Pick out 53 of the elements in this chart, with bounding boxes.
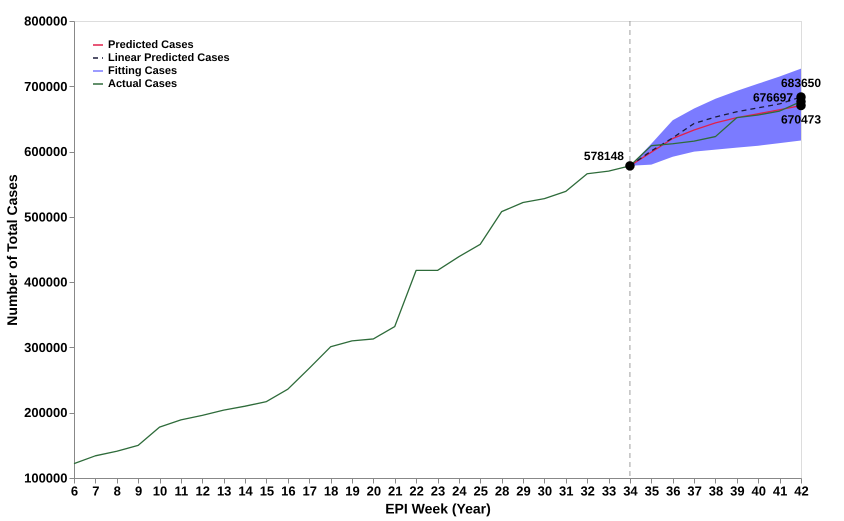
x-tick-label: 33 bbox=[602, 484, 616, 498]
x-tick-label: 22 bbox=[409, 484, 424, 498]
x-tick-label: 16 bbox=[281, 484, 296, 498]
y-axis-title: Number of Total Cases bbox=[4, 174, 20, 326]
legend-label: Predicted Cases bbox=[108, 39, 194, 51]
annotation: 578148 bbox=[584, 148, 624, 163]
legend-label: Fitting Cases bbox=[108, 65, 178, 77]
x-tick-label: 18 bbox=[324, 484, 338, 498]
y-tick-label: 400000 bbox=[24, 274, 68, 290]
x-tick-label: 36 bbox=[666, 484, 680, 498]
x-tick-label: 25 bbox=[474, 484, 488, 498]
x-tick-label: 29 bbox=[516, 484, 531, 498]
x-tick-label: 41 bbox=[772, 484, 788, 498]
x-tick-label: 39 bbox=[730, 484, 745, 498]
x-tick-label: 40 bbox=[752, 484, 766, 498]
x-tick-label: 10 bbox=[152, 484, 168, 498]
x-tick-label: 12 bbox=[196, 484, 210, 498]
x-tick-label: 31 bbox=[559, 484, 574, 498]
x-tick-label: 20 bbox=[366, 484, 382, 498]
x-tick-label: 11 bbox=[174, 484, 188, 498]
legend-label: Actual Cases bbox=[108, 78, 178, 90]
x-tick-label: 24 bbox=[452, 484, 468, 498]
x-tick-label: 23 bbox=[430, 484, 446, 498]
y-tick-label: 800000 bbox=[24, 14, 68, 28]
y-tick-label: 500000 bbox=[24, 209, 68, 224]
x-tick-label: 14 bbox=[238, 484, 254, 498]
x-tick-label: 19 bbox=[345, 484, 360, 498]
x-tick-label: 37 bbox=[687, 484, 702, 498]
x-tick-label: 38 bbox=[708, 484, 724, 498]
y-tick-label: 300000 bbox=[24, 340, 68, 355]
x-tick-label: 42 bbox=[794, 484, 809, 498]
x-tick-label: 17 bbox=[302, 484, 317, 498]
annotation: 676697 bbox=[752, 90, 794, 104]
x-tick-label: 6 bbox=[70, 484, 78, 498]
x-tick-label: 28 bbox=[494, 484, 510, 498]
x-tick-label: 21 bbox=[388, 484, 402, 498]
y-tick-label: 600000 bbox=[24, 144, 68, 160]
y-tick-label: 200000 bbox=[24, 405, 68, 420]
x-tick-label: 34 bbox=[623, 484, 638, 498]
x-tick-label: 8 bbox=[114, 484, 121, 498]
x-tick-label: 9 bbox=[135, 484, 142, 498]
x-tick-label: 30 bbox=[538, 484, 552, 498]
x-tick-label: 7 bbox=[92, 484, 100, 498]
annotation: 683650 bbox=[780, 76, 822, 90]
x-tick-label: 35 bbox=[644, 484, 660, 498]
x-tick-label: 15 bbox=[260, 484, 274, 498]
legend-label: Linear Predicted Cases bbox=[108, 52, 230, 64]
x-tick-label: 32 bbox=[580, 484, 595, 498]
y-tick-label: 700000 bbox=[24, 78, 68, 94]
annotation: 670473 bbox=[780, 112, 822, 127]
x-tick-label: 13 bbox=[216, 484, 232, 498]
y-tick-label: 100000 bbox=[24, 470, 68, 486]
x-axis-title: EPI Week (Year) bbox=[385, 500, 491, 516]
